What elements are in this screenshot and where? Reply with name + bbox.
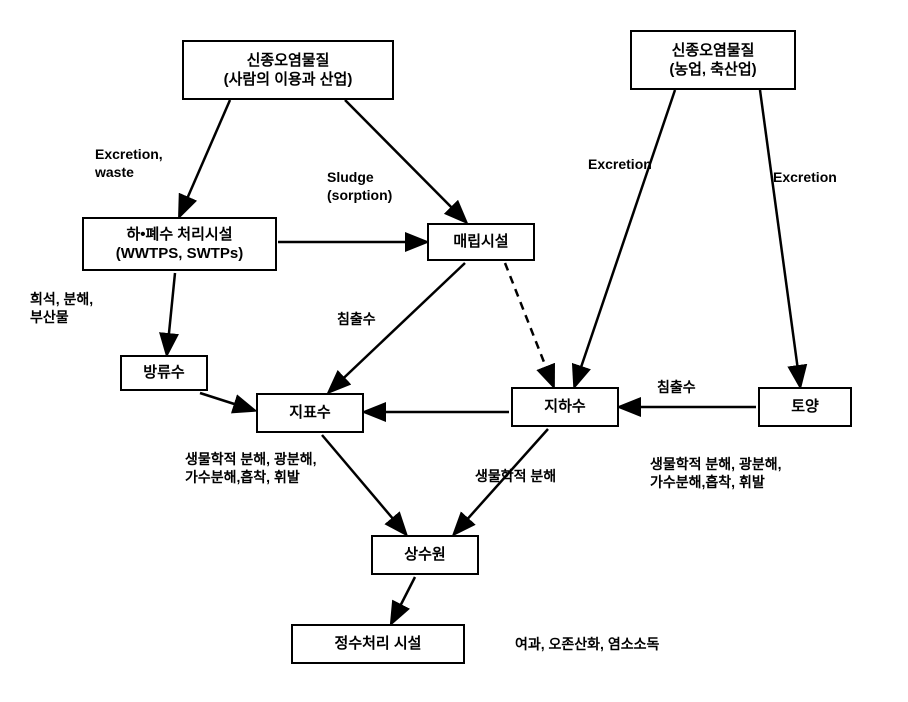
node-label-line1: 지하수 — [544, 397, 585, 417]
label-dilution: 희석, 분해, 부산물 — [30, 290, 93, 326]
node-surface-water: 지표수 — [256, 393, 364, 433]
node-source-agri: 신종오염물질 (농업, 축산업) — [630, 30, 796, 90]
edge-arrow — [760, 90, 800, 385]
label-excretion-2: Excretion — [773, 168, 837, 186]
node-label-line2: (농업, 축산업) — [669, 60, 756, 80]
node-effluent: 방류수 — [120, 355, 208, 391]
edge-arrow — [167, 273, 175, 353]
node-label-line1: 토양 — [791, 397, 819, 417]
edge-arrow — [392, 577, 415, 622]
node-soil: 토양 — [758, 387, 852, 427]
label-sludge: Sludge (sorption) — [327, 168, 392, 204]
node-groundwater: 지하수 — [511, 387, 619, 427]
label-excretion-1: Excretion — [588, 155, 652, 173]
label-bio-degrade: 생물학적 분해 — [475, 467, 556, 485]
label-surface-processes: 생물학적 분해, 광분해, 가수분해,흡착, 휘발 — [185, 450, 316, 486]
edge-arrow — [575, 90, 675, 385]
label-excretion-waste: Excretion, waste — [95, 145, 163, 181]
node-label-line1: 하•폐수 처리시설 — [126, 225, 232, 245]
edge-arrow — [200, 393, 253, 410]
node-label-line1: 매립시설 — [453, 232, 508, 252]
node-source-human: 신종오염물질 (사람의 이용과 산업) — [182, 40, 394, 100]
node-label-line1: 정수처리 시설 — [335, 634, 422, 654]
edges-layer — [0, 0, 908, 702]
edge-arrow — [180, 100, 230, 215]
node-label-line1: 지표수 — [289, 403, 330, 423]
node-wwtp: 하•폐수 처리시설 (WWTPS, SWTPs) — [82, 217, 277, 271]
edge-arrow — [505, 263, 553, 385]
node-label-line1: 신종오염물질 — [672, 41, 755, 61]
label-soil-processes: 생물학적 분해, 광분해, 가수분해,흡착, 휘발 — [650, 455, 781, 491]
node-water-source: 상수원 — [371, 535, 479, 575]
node-landfill: 매립시설 — [427, 223, 535, 261]
node-water-treatment: 정수처리 시설 — [291, 624, 465, 664]
edge-arrow — [322, 435, 405, 533]
label-leachate-2: 침출수 — [657, 378, 696, 396]
label-treatment-processes: 여과, 오존산화, 염소소독 — [515, 635, 659, 653]
label-leachate-1: 침출수 — [337, 310, 376, 328]
node-label-line2: (사람의 이용과 산업) — [224, 70, 353, 90]
node-label-line1: 신종오염물질 — [247, 51, 330, 71]
node-label-line2: (WWTPS, SWTPs) — [116, 244, 244, 264]
node-label-line1: 상수원 — [404, 545, 445, 565]
node-label-line1: 방류수 — [143, 363, 184, 383]
